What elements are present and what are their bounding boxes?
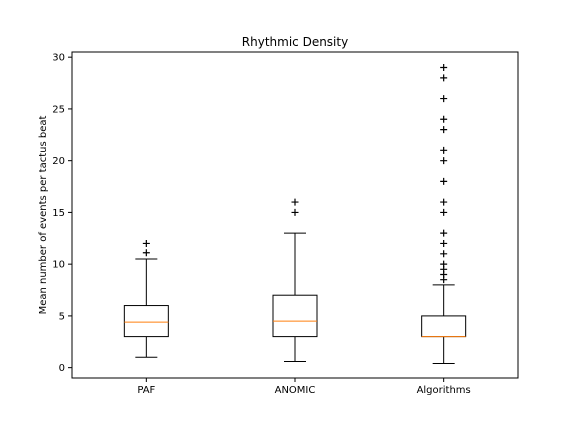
- outlier-point: [142, 239, 150, 247]
- outlier-point: [440, 95, 448, 103]
- outlier-point: [440, 229, 448, 237]
- axes-frame: [71, 51, 519, 379]
- y-tick-label: 30: [52, 53, 65, 64]
- box-iqr: [421, 315, 467, 338]
- x-tick-label: ANOMIC: [275, 385, 316, 396]
- y-tick-label: 25: [52, 104, 65, 115]
- outlier-point: [440, 64, 448, 72]
- box-iqr: [123, 305, 169, 338]
- outlier-point: [142, 249, 150, 257]
- outlier-point: [440, 198, 448, 206]
- y-tick-label: 0: [59, 363, 65, 374]
- outlier-point: [440, 157, 448, 165]
- y-axis-label: Mean number of events per tactus beat: [38, 115, 49, 314]
- outlier-point: [440, 74, 448, 82]
- chart-title: Rhythmic Density: [242, 35, 348, 49]
- outlier-point: [440, 126, 448, 134]
- y-tick-label: 5: [59, 311, 65, 322]
- y-tick-label: 20: [52, 156, 65, 167]
- outlier-point: [291, 198, 299, 206]
- outlier-point: [440, 239, 448, 247]
- outlier-point: [291, 208, 299, 216]
- outlier-point: [440, 250, 448, 258]
- outlier-point: [440, 208, 448, 216]
- y-tick-label: 10: [52, 260, 65, 271]
- plot-area: 0 5 10 15 20 25 30 PAF ANOMIC Algorithms: [52, 53, 470, 396]
- x-tick-label: Algorithms: [417, 385, 471, 396]
- x-tick-label: PAF: [137, 385, 155, 396]
- outlier-point: [440, 177, 448, 185]
- y-tick-label: 15: [52, 208, 65, 219]
- outlier-point: [440, 260, 448, 268]
- outlier-point: [440, 115, 448, 123]
- box-iqr: [272, 294, 318, 338]
- outlier-point: [440, 146, 448, 154]
